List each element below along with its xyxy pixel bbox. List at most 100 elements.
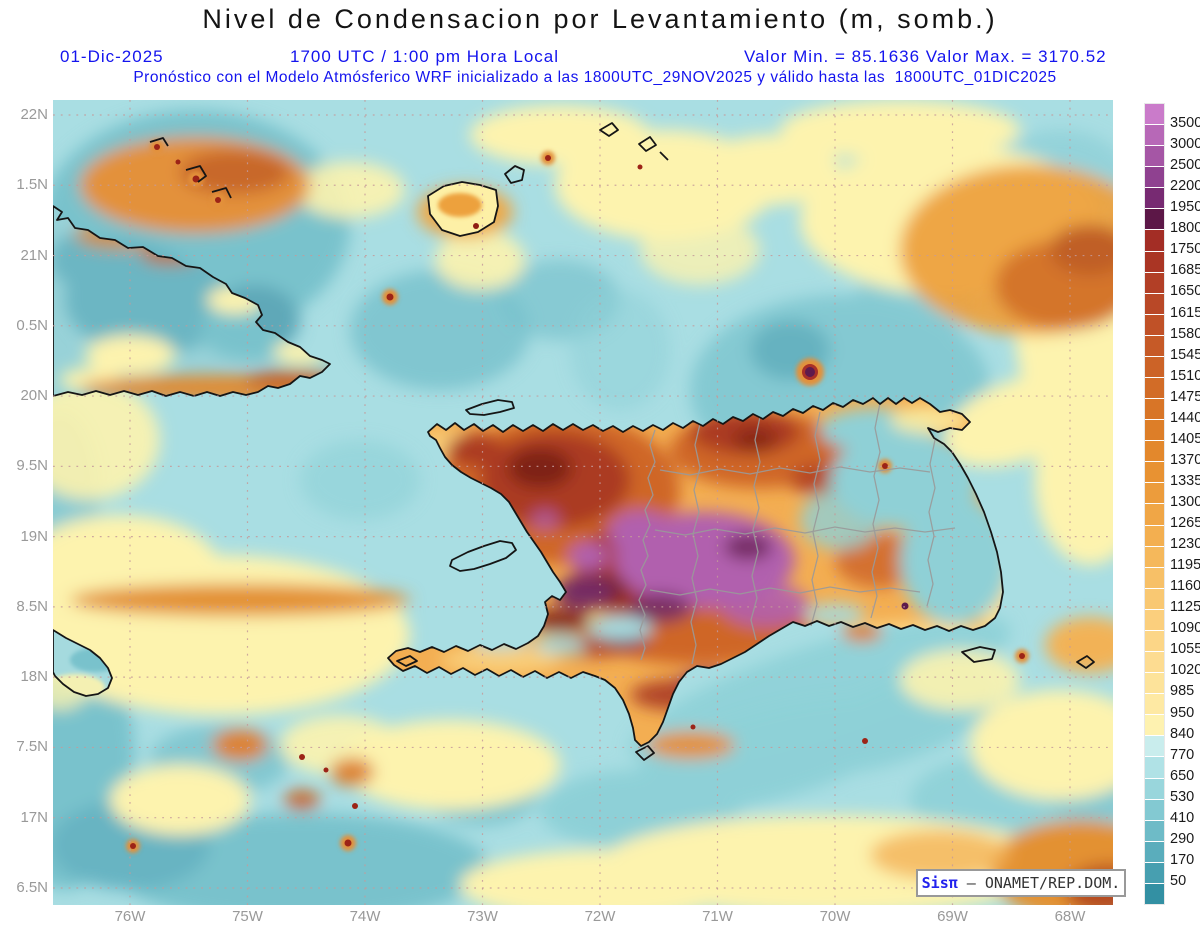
y-tick-label: 8.5N — [16, 597, 48, 615]
colorbar-segment — [1145, 441, 1164, 463]
colorbar-tick-label: 1020 — [1170, 662, 1200, 679]
model-info-line: Pronóstico con el Modelo Atmósferico WRF… — [133, 69, 1057, 86]
colorbar-tick-label: 1090 — [1170, 620, 1200, 637]
colorbar-segment — [1145, 525, 1164, 547]
colorbar-tick-label: 1475 — [1170, 388, 1200, 405]
colorbar-segment — [1145, 251, 1164, 273]
colorbar-segment — [1145, 883, 1164, 904]
y-tick-label: 9.5N — [16, 457, 48, 475]
colorbar-tick-label: 2200 — [1170, 178, 1200, 195]
sispi-brand: Sisπ — [921, 874, 958, 892]
colorbar-segment — [1145, 504, 1164, 526]
saona-island — [961, 646, 996, 663]
x-tick-label: 69W — [937, 908, 968, 925]
gonave-island — [449, 540, 517, 572]
colorbar-tick-label: 1510 — [1170, 367, 1200, 384]
x-tick-label: 68W — [1054, 908, 1086, 925]
x-tick-label: 72W — [584, 908, 616, 925]
colorbar-segment — [1145, 209, 1164, 231]
coastlines — [53, 122, 1095, 761]
attribution-box: Sisπ – ONAMET/REP.DOM. — [916, 869, 1126, 897]
gridlines — [53, 100, 1113, 905]
colorbar-tick-label: 1800 — [1170, 220, 1200, 237]
colorbar-segment — [1145, 652, 1164, 674]
colorbar-segment — [1145, 378, 1164, 400]
colorbar-segment — [1145, 272, 1164, 294]
colorbar-tick-label: 3500 — [1170, 115, 1200, 132]
colorbar-tick-label: 1545 — [1170, 346, 1200, 363]
colorbar-segment — [1145, 167, 1164, 189]
colorbar-tick-label: 985 — [1170, 683, 1195, 700]
y-tick-label: 20N — [20, 387, 48, 405]
colorbar-tick-label: 1685 — [1170, 262, 1200, 279]
colorbar-tick-label: 1405 — [1170, 430, 1200, 447]
colorbar-segment — [1145, 230, 1164, 252]
colorbar-tick-label: 530 — [1170, 788, 1195, 805]
mona-island — [1076, 655, 1095, 669]
colorbar-tick-label: 1055 — [1170, 641, 1200, 658]
colorbar-segment — [1145, 462, 1164, 484]
colorbar-tick-label: 1440 — [1170, 409, 1200, 426]
colorbar-segment — [1145, 862, 1164, 884]
colorbar-segment — [1145, 736, 1164, 758]
colorbar-tick-label: 50 — [1170, 872, 1187, 889]
colorbar-segment — [1145, 188, 1164, 210]
colorbar-segment — [1145, 567, 1164, 589]
colorbar-segment — [1145, 841, 1164, 863]
y-tick-label: 18N — [20, 668, 48, 686]
colorbar-segment — [1145, 335, 1164, 357]
colorbar-tick-label: 1615 — [1170, 304, 1200, 321]
y-tick-label: 19N — [20, 527, 48, 545]
hotspot-specks — [126, 140, 1029, 853]
x-tick-label: 70W — [819, 908, 851, 925]
y-tick-label: 1.5N — [16, 176, 48, 194]
colorbar-tick-label: 770 — [1170, 746, 1195, 763]
forecast-date: 01-Dic-2025 — [60, 47, 164, 66]
colorbar-tick-label: 290 — [1170, 830, 1195, 847]
colorbar-tick-label: 1335 — [1170, 472, 1200, 489]
attribution-org: – ONAMET/REP.DOM. — [957, 874, 1121, 892]
colorbar-segment — [1145, 420, 1164, 442]
y-tick-label: 7.5N — [16, 738, 48, 756]
y-tick-label: 17N — [20, 808, 48, 826]
colorbar-tick-label: 1580 — [1170, 325, 1200, 342]
colorbar-tick-label: 170 — [1170, 851, 1195, 868]
colorbar-segment — [1145, 757, 1164, 779]
plot-area — [53, 100, 1113, 905]
colorbar-segment — [1145, 399, 1164, 421]
colorbar-segment — [1145, 546, 1164, 568]
colorbar-segment — [1145, 630, 1164, 653]
x-tick-label: 76W — [114, 908, 146, 925]
colorbar-tick-label: 3000 — [1170, 136, 1200, 153]
colorbar-tick-label: 1125 — [1170, 599, 1200, 616]
forecast-time: 1700 UTC / 1:00 pm Hora Local — [290, 47, 560, 66]
beata-island — [635, 745, 655, 761]
colorbar-segment — [1145, 673, 1164, 695]
colorbar-segment — [1145, 293, 1164, 315]
colorbar-segment — [1145, 356, 1164, 379]
colorbar — [1144, 103, 1165, 905]
min-max-values: Valor Min. = 85.1636 Valor Max. = 3170.5… — [744, 47, 1107, 66]
colorbar-segment — [1145, 820, 1164, 842]
colorbar-tick-label: 1750 — [1170, 241, 1200, 258]
colorbar-segment — [1145, 588, 1164, 610]
colorbar-segment — [1145, 715, 1164, 737]
y-tick-label: 6.5N — [16, 878, 48, 896]
province-borders — [638, 402, 956, 665]
page-title: Nivel de Condensacion por Levantamiento … — [202, 4, 998, 34]
colorbar-tick-label: 1650 — [1170, 283, 1200, 300]
vache-island — [396, 655, 418, 667]
colorbar-segment — [1145, 694, 1164, 716]
x-tick-label: 74W — [349, 908, 381, 925]
colorbar-tick-label: 1950 — [1170, 199, 1200, 216]
turks-island-1 — [599, 122, 619, 137]
colorbar-segment — [1145, 314, 1164, 336]
colorbar-segment — [1145, 104, 1164, 126]
colorbar-tick-label: 2500 — [1170, 157, 1200, 174]
colorbar-tick-label: 1230 — [1170, 536, 1200, 553]
little-inagua — [504, 165, 525, 184]
colorbar-tick-label: 410 — [1170, 809, 1195, 826]
turks-island-2 — [638, 136, 657, 152]
